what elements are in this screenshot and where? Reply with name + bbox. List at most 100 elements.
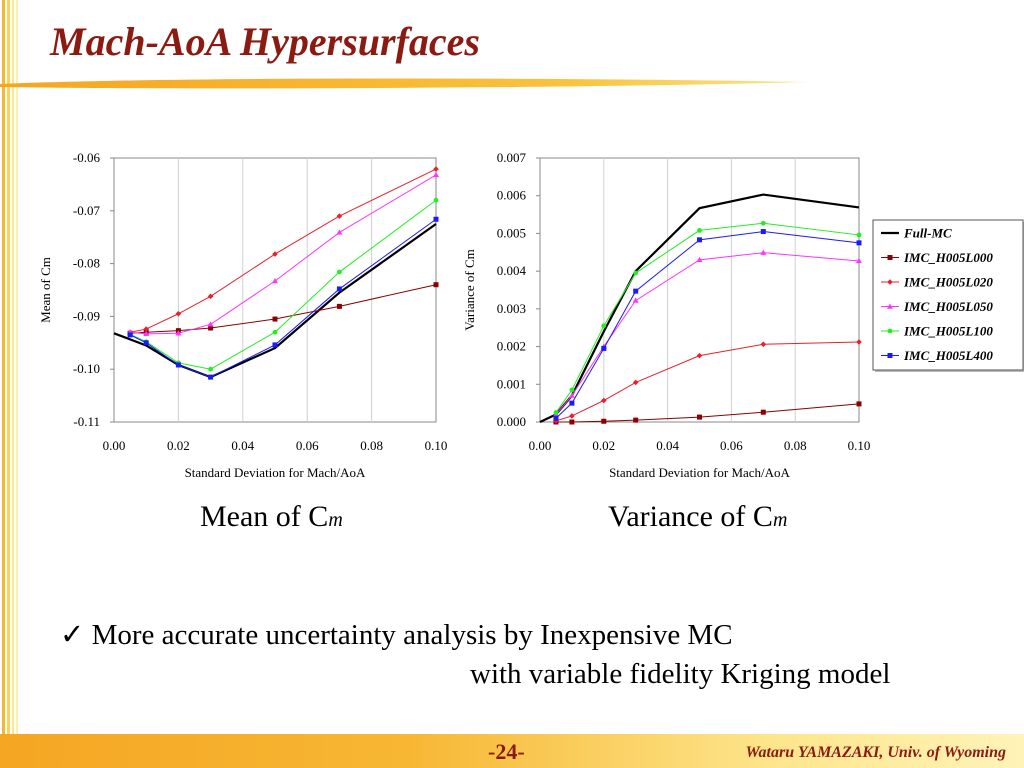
title-underline — [0, 78, 808, 89]
series-line-imc-h005l020 — [130, 168, 437, 333]
legend-label-imc-h005l400: IMC_H005L400 — [903, 348, 993, 363]
imc-h005l000-point — [433, 282, 439, 288]
y-tick-label: 0.006 — [497, 188, 527, 203]
y-tick-label: -0.11 — [73, 414, 100, 429]
series-imc-h005l050 — [127, 171, 439, 337]
imc-h005l020-point — [272, 251, 278, 257]
imc-h005l020-point — [143, 326, 149, 332]
bullet-text-line1: More accurate uncertainty analysis by In… — [91, 619, 733, 651]
y-tick-label: -0.07 — [73, 203, 101, 218]
series-imc-h005l000 — [127, 282, 439, 336]
legend-label-full-mc: Full-MC — [903, 226, 952, 241]
x-tick-label: 0.06 — [720, 438, 743, 453]
imc-h005l000-point — [127, 330, 133, 336]
imc-h005l050-point — [175, 330, 182, 336]
imc-h005l020-point — [175, 310, 182, 317]
imc-h005l050-point — [207, 321, 214, 327]
imc-h005l050-point — [336, 229, 343, 235]
series-line-imc-h005l000 — [130, 284, 437, 334]
plot-area — [539, 157, 860, 423]
imc-h005l100-point — [569, 387, 575, 393]
series-imc-h005l400 — [127, 216, 439, 380]
imc-h005l400-point — [633, 288, 639, 294]
imc-h005l400-point — [856, 240, 862, 246]
imc-h005l100-point — [553, 410, 559, 415]
series-line-imc-h005l400 — [555, 231, 860, 419]
x-axis-label: Standard Deviation for Mach/AoA — [185, 465, 366, 480]
imc-h005l020-point — [336, 213, 343, 219]
caption-mean: Mean of Cm — [200, 500, 343, 534]
imc-h005l400-point — [143, 340, 149, 346]
caption-variance-subscript: m — [772, 509, 788, 531]
imc-h005l050-point — [272, 278, 278, 284]
imc-h005l000-point — [856, 401, 862, 407]
imc-h005l050-point — [856, 257, 862, 264]
page-number: -24- — [488, 739, 525, 764]
legend-shadow — [875, 222, 1024, 372]
x-tick-label: 0.04 — [231, 438, 254, 453]
imc-h005l100-point — [208, 366, 214, 372]
y-tick-label: 0.005 — [497, 225, 526, 240]
series-full-mc — [113, 223, 437, 379]
author-credit: Wataru YAMAZAKI, Univ. of Wyoming — [745, 744, 1007, 761]
x-tick-label: 0.10 — [425, 438, 448, 453]
imc-h005l050-point — [143, 330, 150, 337]
series-imc-h005l400 — [553, 229, 862, 421]
y-tick-label: -0.06 — [73, 150, 101, 165]
imc-h005l050-point — [568, 392, 575, 398]
legend-imc-h005l000-point — [887, 255, 893, 260]
imc-h005l020-point — [601, 397, 607, 404]
imc-h005l400-point — [336, 286, 342, 292]
series-imc-h005l100 — [127, 197, 439, 372]
x-tick-label: 0.02 — [167, 438, 190, 453]
imc-h005l400-point — [272, 342, 278, 348]
y-tick-label: 0.000 — [497, 414, 526, 429]
legend-label-imc-h005l050: IMC_H005L050 — [903, 299, 993, 314]
x-tick-label: 0.04 — [656, 438, 679, 453]
imc-h005l020-point — [207, 293, 214, 300]
x-tick-label: 0.00 — [103, 438, 126, 453]
imc-h005l400-point — [175, 362, 181, 368]
imc-h005l020-point — [433, 166, 439, 172]
series-line-imc-h005l050 — [555, 252, 860, 415]
slide-title: Mach-AoA Hypersurfaces — [50, 19, 480, 64]
imc-h005l020-point — [696, 352, 703, 359]
series-line-full-mc — [113, 223, 437, 379]
left-decoration — [0, 0, 22, 734]
legend-imc-h005l050-point — [887, 303, 893, 309]
imc-h005l100-point — [601, 323, 607, 329]
chart-legend: Full-MC IMC_H005L000 IMC_H005L020 IMC_H005L… — [872, 219, 1024, 372]
imc-h005l000-point — [760, 409, 766, 415]
bullet-text-line2: with variable fidelity Kriging model — [470, 658, 891, 690]
imc-h005l020-point — [569, 413, 575, 419]
imc-h005l100-point — [760, 220, 766, 226]
legend-box — [872, 219, 1024, 371]
x-tick-label: 0.00 — [529, 438, 552, 453]
y-tick-label: -0.08 — [73, 256, 100, 271]
imc-h005l100-point — [433, 197, 439, 203]
caption-mean-text: Mean of C — [200, 500, 329, 533]
y-tick-label: 0.002 — [497, 339, 526, 354]
legend-imc-h005l020-point — [887, 279, 893, 285]
imc-h005l000-point — [569, 419, 575, 425]
imc-h005l100-point — [337, 269, 342, 275]
imc-h005l000-point — [601, 418, 607, 424]
imc-h005l000-point — [336, 303, 342, 309]
bullet-point: ✓ More accurate uncertainty analysis by … — [60, 617, 733, 652]
caption-variance: Variance of Cm — [608, 500, 787, 534]
imc-h005l050-point — [433, 171, 439, 178]
imc-h005l020-point — [127, 329, 133, 336]
x-tick-label: 0.08 — [784, 438, 807, 453]
plot-area — [113, 157, 437, 423]
series-line-full-mc — [539, 193, 860, 423]
series-line-imc-h005l050 — [130, 174, 437, 335]
series-line-imc-h005l020 — [555, 341, 860, 422]
x-axis-label: Standard Deviation for Mach/AoA — [609, 465, 790, 480]
y-tick-label: 0.004 — [497, 263, 527, 278]
imc-h005l050-point — [696, 256, 703, 263]
imc-h005l020-point — [632, 379, 639, 386]
legend-imc-h005l100-point — [887, 328, 893, 334]
y-tick-label: 0.007 — [497, 150, 527, 165]
